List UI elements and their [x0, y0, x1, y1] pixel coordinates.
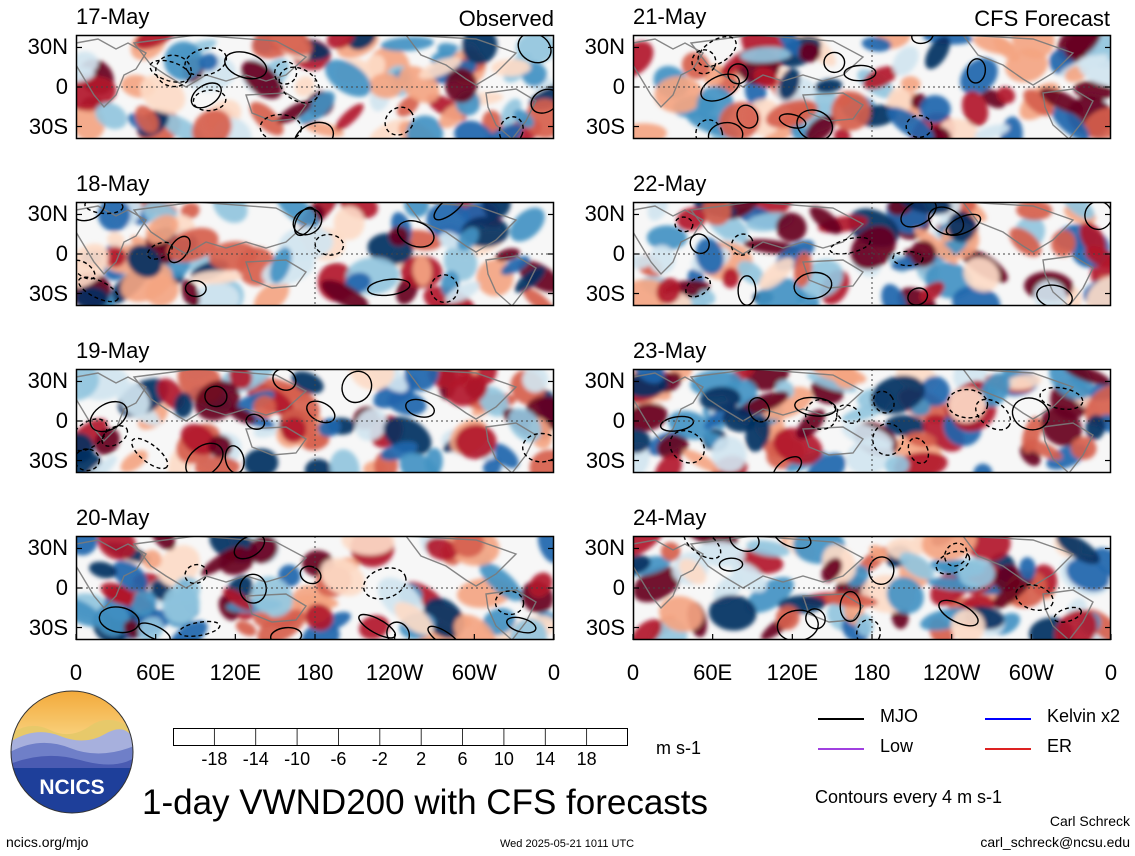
map-panel-1-2 [632, 368, 1112, 474]
lat-tick-label: 30N [584, 535, 625, 561]
lat-tick-label: 0 [55, 241, 68, 266]
legend-line-swatch [985, 718, 1031, 720]
lat-tick-label: 30N [27, 535, 68, 561]
lon-tick-label: 60W [451, 660, 497, 685]
lat-tick-label: 0 [55, 575, 68, 600]
svg-text:NCICS: NCICS [39, 776, 104, 799]
panel-date-label: 24-May [633, 505, 707, 530]
lat-tick-label: 30N [584, 368, 625, 394]
lat-tick-label: 30S [585, 614, 625, 640]
lat-tick-label: 30N [27, 34, 68, 60]
colorbar-tick-label: 14 [535, 749, 556, 769]
map-panel-0-3 [75, 535, 555, 641]
lat-tick-label: 30S [28, 447, 68, 473]
lon-tick-label: 0 [626, 660, 640, 685]
colorbar-tick-label: -10 [284, 749, 311, 769]
email: carl_schreck@ncsu.edu [980, 834, 1130, 850]
lon-tick-label: 120W [365, 660, 424, 685]
colorbar [173, 728, 628, 746]
contour-note: Contours every 4 m s-1 [815, 787, 1003, 807]
lon-tick-label: 120E [766, 660, 819, 685]
observed-label: Observed [458, 6, 554, 31]
panel-date-label: 20-May [76, 505, 150, 530]
lat-tick-label: 30N [584, 201, 625, 227]
legend-label: Low [880, 736, 914, 756]
lat-tick-label: 30S [28, 280, 68, 306]
map-panel-0-1 [75, 201, 555, 307]
panel-date-label: 19-May [76, 338, 150, 363]
map-panel-1-1 [632, 201, 1112, 307]
map-panel-0-2 [75, 368, 555, 474]
lat-tick-label: 30S [585, 447, 625, 473]
page-title: 1-day VWND200 with CFS forecasts [142, 783, 709, 822]
map-panel-1-3 [632, 535, 1112, 641]
lat-tick-label: 30S [28, 614, 68, 640]
legend-line-swatch [818, 718, 864, 720]
lat-tick-label: 30N [27, 368, 68, 394]
lon-tick-label: 120W [922, 660, 981, 685]
lon-tick-label: 180 [296, 660, 334, 685]
ncics-logo: NCICS [10, 690, 134, 814]
lat-tick-label: 30S [585, 113, 625, 139]
lat-tick-label: 30N [584, 34, 625, 60]
legend-line-swatch [818, 748, 864, 750]
legend-label: MJO [880, 706, 918, 726]
lon-tick-label: 0 [1104, 660, 1118, 685]
colorbar-tick-label: 10 [493, 749, 514, 769]
lat-tick-label: 30N [27, 201, 68, 227]
timestamp: Wed 2025-05-21 1011 UTC [500, 838, 635, 850]
lat-tick-label: 0 [612, 408, 625, 433]
lon-tick-label: 180 [853, 660, 891, 685]
lon-tick-label: 120E [209, 660, 262, 685]
cfs-forecast-label: CFS Forecast [974, 6, 1110, 31]
map-panel-1-0 [632, 34, 1112, 140]
legend-label: Kelvin x2 [1047, 706, 1121, 726]
colorbar-tick-label: 18 [576, 749, 597, 769]
lat-tick-label: 0 [55, 74, 68, 99]
lat-tick-label: 30S [28, 113, 68, 139]
panel-date-label: 17-May [76, 4, 150, 29]
legend-label: ER [1047, 736, 1073, 756]
author: Carl Schreck [1049, 813, 1130, 829]
lat-tick-label: 0 [612, 74, 625, 99]
site-url: ncics.org/mjo [6, 834, 89, 850]
colorbar-tick-label: -18 [201, 749, 228, 769]
lat-tick-label: 0 [612, 575, 625, 600]
colorbar-tick-label: -2 [371, 749, 388, 769]
panel-date-label: 22-May [633, 171, 707, 196]
lat-tick-label: 0 [612, 241, 625, 266]
lon-tick-label: 60E [693, 660, 733, 685]
lon-tick-label: 60W [1008, 660, 1054, 685]
lat-tick-label: 30S [585, 280, 625, 306]
map-panel-0-0 [75, 34, 555, 140]
colorbar-tick-label: -14 [242, 749, 269, 769]
lon-tick-label: 0 [547, 660, 561, 685]
legend-line-swatch [985, 748, 1031, 750]
lat-tick-label: 0 [55, 408, 68, 433]
colorbar-tick-label: 2 [416, 749, 427, 769]
lon-tick-label: 60E [136, 660, 176, 685]
colorbar-units: m s-1 [656, 738, 701, 758]
colorbar-tick-label: 6 [457, 749, 468, 769]
panel-date-label: 18-May [76, 171, 150, 196]
colorbar-tick-label: -6 [330, 749, 347, 769]
lon-tick-label: 0 [69, 660, 83, 685]
panel-date-label: 23-May [633, 338, 707, 363]
panel-date-label: 21-May [633, 4, 707, 29]
